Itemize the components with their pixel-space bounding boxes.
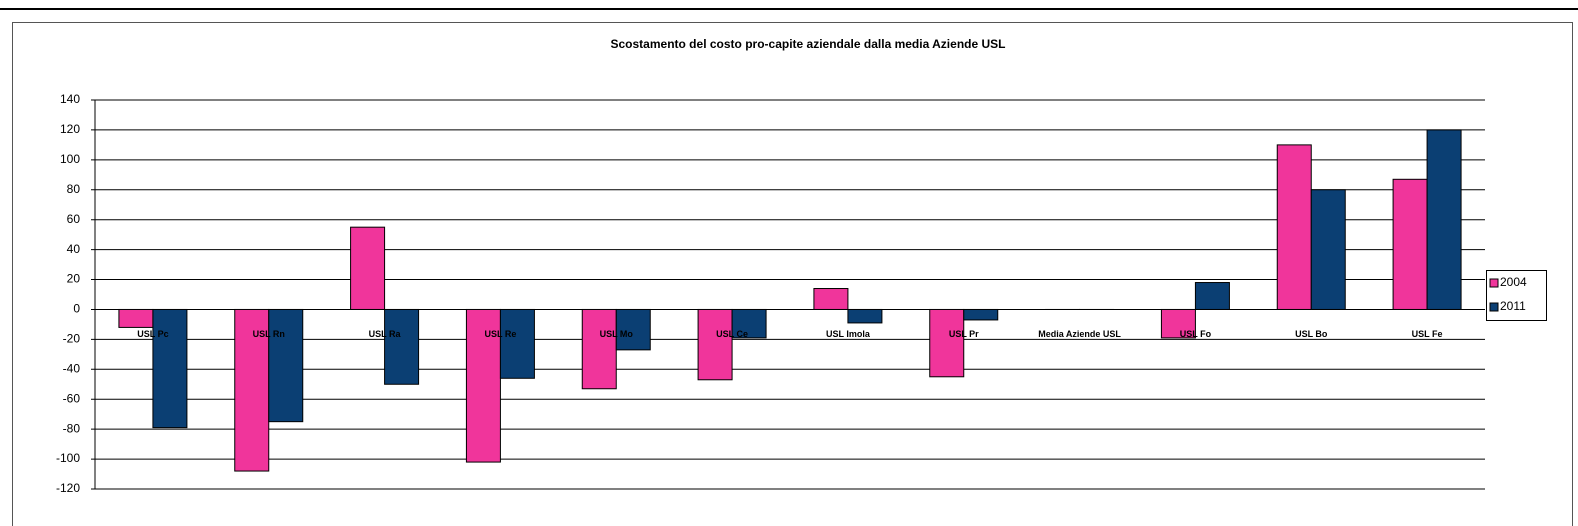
bar	[1276, 144, 1312, 310]
bar	[499, 308, 535, 379]
y-tick-label: 20	[67, 272, 81, 286]
x-tick-label: USL Pr	[949, 329, 979, 339]
bar	[697, 308, 733, 381]
bar	[234, 308, 270, 472]
legend-label: 2004	[1500, 275, 1527, 289]
x-tick-label: USL Fo	[1180, 329, 1212, 339]
bar	[615, 308, 651, 351]
x-tick-label: USL Re	[484, 329, 516, 339]
bar	[1194, 282, 1230, 310]
x-tick-label: USL Imola	[826, 329, 871, 339]
y-tick-label: -40	[63, 361, 81, 375]
chart-title: Scostamento del costo pro-capite azienda…	[611, 37, 1006, 51]
bar	[581, 308, 617, 390]
bar	[813, 288, 849, 310]
bar	[929, 308, 965, 378]
bar	[731, 308, 767, 339]
y-tick-label: -120	[56, 481, 80, 495]
bar	[1160, 308, 1196, 339]
y-tick-label: 80	[67, 182, 81, 196]
x-tick-label: Media Aziende USL	[1038, 329, 1121, 339]
x-tick-label: USL Fe	[1412, 329, 1443, 339]
legend-label: 2011	[1500, 299, 1526, 313]
bar	[963, 308, 999, 321]
x-tick-label: USL Mo	[600, 329, 634, 339]
bar	[1310, 189, 1346, 310]
x-tick-label: USL Ce	[716, 329, 748, 339]
y-tick-label: -60	[63, 391, 81, 405]
x-tick-label: USL Bo	[1295, 329, 1328, 339]
bar	[384, 308, 420, 385]
legend-swatch	[1489, 302, 1499, 312]
bar	[118, 308, 154, 328]
bar	[465, 308, 501, 463]
x-tick-label: USL Ra	[369, 329, 402, 339]
x-tick-label: USL Rn	[253, 329, 285, 339]
legend-swatch	[1489, 278, 1499, 288]
bar	[847, 308, 883, 324]
bar	[350, 226, 386, 310]
y-tick-label: 60	[67, 212, 81, 226]
bar	[152, 308, 188, 429]
y-tick-label: 0	[73, 302, 80, 316]
y-tick-label: 40	[67, 242, 81, 256]
bar	[1392, 178, 1428, 310]
bar	[1426, 129, 1462, 310]
y-tick-label: -80	[63, 421, 81, 435]
y-tick-label: -100	[56, 451, 80, 465]
y-tick-label: -20	[63, 332, 81, 346]
y-tick-label: 120	[60, 122, 80, 136]
y-tick-label: 100	[60, 152, 80, 166]
x-tick-label: USL Pc	[137, 329, 168, 339]
y-tick-label: 140	[60, 92, 80, 106]
bar	[268, 308, 304, 423]
